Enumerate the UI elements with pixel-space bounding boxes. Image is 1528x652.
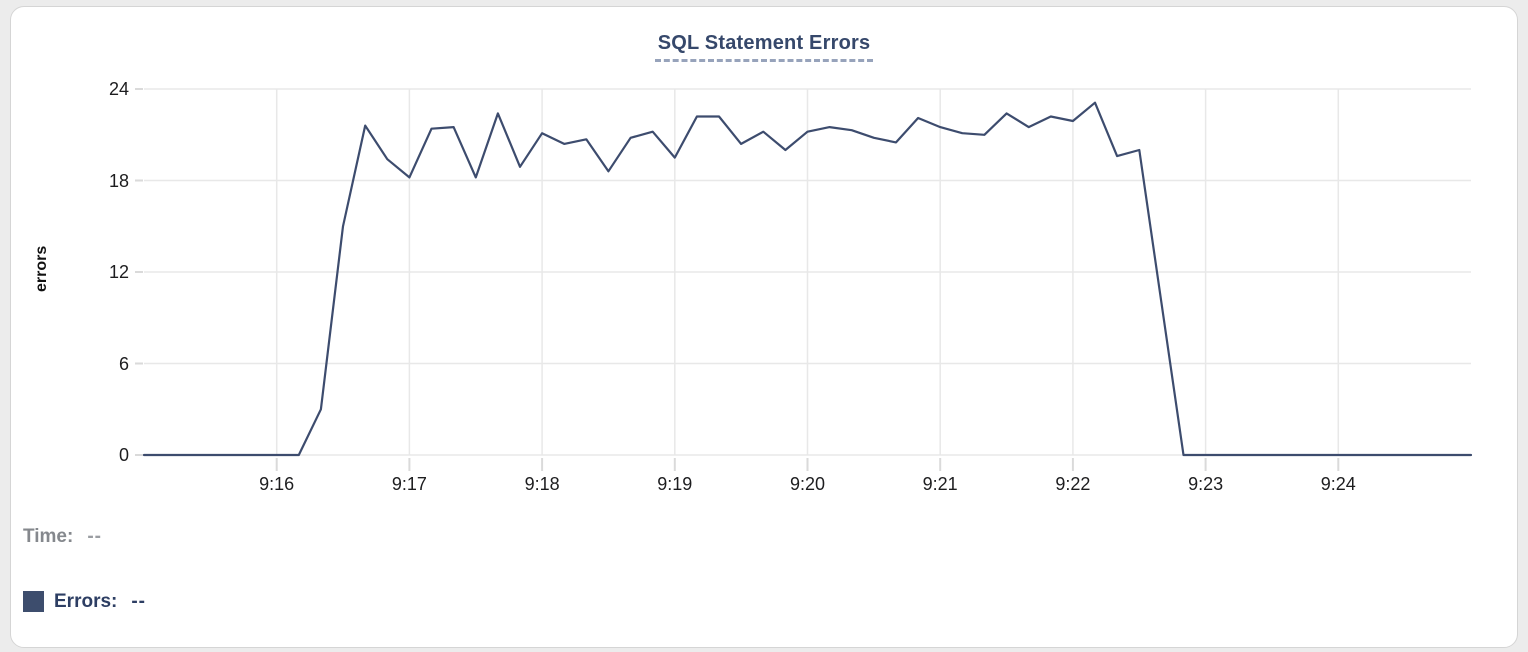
legend-time-value: -- (87, 525, 102, 547)
legend-time-label: Time: (23, 525, 74, 547)
errors-series-line[interactable] (142, 101, 1473, 457)
x-tick-label: 9:19 (657, 474, 693, 494)
x-tick-label: 9:20 (789, 474, 826, 494)
y-tick-label: 18 (108, 170, 129, 191)
chart-panel: SQL Statement Errors errors 0 6 12 18 24 9:16… (10, 6, 1518, 648)
chart-title[interactable]: SQL Statement Errors (654, 32, 874, 62)
y-tick-label: 6 (118, 353, 129, 374)
y-tick-label: 24 (108, 79, 129, 99)
y-tick-label: 12 (108, 262, 129, 282)
legend-errors-label: Errors: (54, 590, 118, 612)
chart-header: SQL Statement Errors (11, 32, 1517, 62)
legend-errors-value: -- (131, 590, 147, 612)
legend-errors-row: Errors: -- (23, 590, 146, 613)
x-tick-label: 9:21 (922, 474, 958, 494)
legend-time-row: Time: -- (23, 525, 146, 548)
y-tick-label: 0 (118, 445, 129, 465)
x-tick-label: 9:17 (391, 474, 427, 494)
x-tick-label: 9:22 (1055, 474, 1091, 494)
x-tick-label: 9:18 (524, 474, 560, 494)
x-tick-label: 9:24 (1320, 474, 1356, 494)
chart-legend: Time: -- Errors: -- (23, 525, 146, 613)
x-tick-label: 9:16 (259, 474, 295, 494)
line-chart-canvas[interactable] (135, 88, 1473, 471)
x-tick-label: 9:23 (1188, 474, 1224, 494)
errors-series-swatch (23, 591, 44, 612)
plot-area[interactable] (135, 88, 1473, 471)
